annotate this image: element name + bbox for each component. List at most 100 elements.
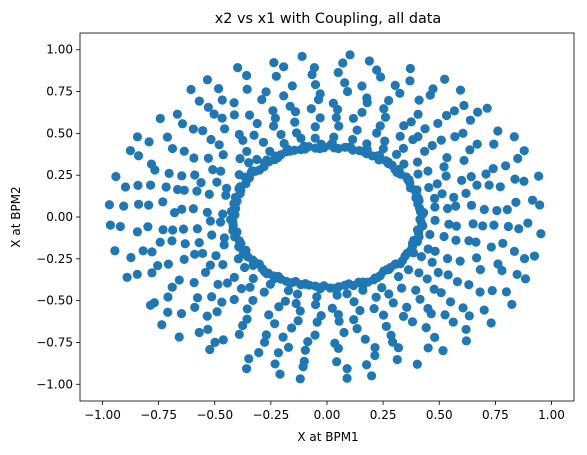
scatter-point (423, 343, 433, 353)
scatter-point (332, 357, 342, 367)
scatter-point (481, 169, 491, 179)
scatter-point (110, 246, 120, 256)
scatter-point (357, 81, 367, 91)
scatter-point (283, 342, 294, 353)
scatter-point (172, 184, 183, 195)
scatter-point (449, 106, 460, 116)
scatter-point (458, 128, 468, 138)
scatter-point (520, 274, 531, 284)
scatter-point (466, 200, 477, 210)
scatter-point (295, 374, 305, 384)
scatter-point (287, 323, 297, 333)
scatter-point (466, 172, 476, 182)
scatter-point (287, 81, 297, 91)
scatter-point (349, 297, 359, 307)
scatter-point (241, 70, 252, 81)
scatter-point (445, 297, 456, 307)
scatter-point (422, 274, 432, 284)
scatter-point (155, 237, 165, 247)
scatter-point (486, 318, 496, 328)
scatter-point (158, 197, 168, 207)
scatter-point (461, 324, 471, 335)
scatter-point (370, 342, 380, 353)
scatter-point (208, 165, 218, 175)
scatter-point (310, 122, 320, 132)
scatter-point (306, 104, 316, 114)
scatter-point (430, 246, 440, 256)
scatter-point (451, 221, 461, 231)
scatter-point (381, 321, 391, 331)
scatter-point (489, 220, 499, 230)
scatter-point (493, 126, 503, 136)
scatter-point (523, 218, 533, 228)
scatter-point (529, 251, 540, 261)
scatter-point (144, 137, 154, 147)
y-tick-label: 0.75 (46, 85, 73, 99)
scatter-point (370, 350, 380, 361)
scatter-point (412, 359, 422, 369)
scatter-point (192, 293, 203, 303)
scatter-point (192, 224, 202, 234)
scatter-point (342, 364, 352, 374)
scatter-point (315, 113, 325, 123)
scatter-point (379, 104, 389, 114)
scatter-point (495, 182, 505, 192)
scatter-point (217, 95, 227, 105)
scatter-point (536, 229, 546, 239)
scatter-point (298, 362, 308, 372)
scatter-point (180, 239, 190, 249)
scatter-point (427, 140, 437, 151)
scatter-point (238, 320, 248, 331)
scatter-point (167, 282, 177, 292)
x-axis-ticks: −1.00 −0.75 −0.50 −0.25 0.00 0.25 0.50 0.75 1.00 (84, 401, 565, 422)
scatter-point (252, 118, 262, 129)
scatter-point (450, 132, 460, 142)
scatter-point (188, 204, 198, 214)
scatter-point (125, 146, 135, 156)
y-tick-label: 0.50 (46, 126, 73, 140)
scatter-point (338, 58, 348, 68)
scatter-point (293, 316, 303, 326)
scatter-point (340, 78, 350, 88)
scatter-point (423, 244, 433, 254)
scatter-point (200, 267, 211, 278)
scatter-point (258, 137, 269, 147)
scatter-point (229, 98, 239, 108)
scatter-point (514, 224, 524, 234)
scatter-point (419, 146, 430, 156)
scatter-point (214, 140, 224, 150)
scatter-point (203, 153, 213, 163)
scatter-point (386, 330, 396, 340)
scatter-point (361, 360, 372, 370)
scatter-point (439, 162, 449, 172)
scatter-point (436, 288, 446, 298)
scatter-point (138, 246, 148, 256)
scatter-point (261, 330, 271, 340)
scatter-point (188, 124, 198, 134)
scatter-point (295, 306, 305, 316)
scatter-point (443, 270, 453, 280)
scatter-point (331, 112, 341, 123)
scatter-point (153, 261, 163, 271)
scatter-point (261, 87, 271, 97)
x-axis-label: X at BPM1 (297, 430, 358, 444)
scatter-point (430, 202, 440, 212)
scatter-point (132, 132, 143, 142)
scatter-point (242, 146, 252, 157)
scatter-point (407, 317, 418, 327)
scatter-point (189, 278, 199, 288)
y-tick-label: 1.00 (46, 43, 73, 57)
scatter-point (244, 157, 254, 168)
scatter-point (190, 170, 200, 180)
scatter-point (442, 253, 453, 264)
scatter-point (274, 302, 284, 312)
scatter-point (366, 371, 377, 381)
scatter-point (399, 159, 409, 169)
scatter-point (280, 296, 290, 306)
scatter-point (207, 292, 217, 302)
scatter-point (378, 310, 389, 320)
scatter-point (430, 215, 440, 225)
scatter-point (441, 171, 451, 181)
scatter-point (229, 294, 239, 305)
